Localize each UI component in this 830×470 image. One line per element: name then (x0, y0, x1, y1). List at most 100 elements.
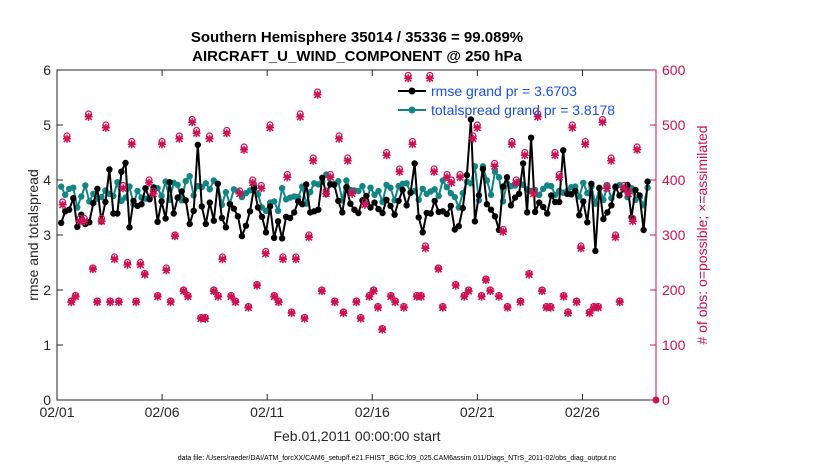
obs-assimilated-marker (520, 151, 529, 160)
totalspread-point (270, 198, 278, 205)
rmse-point (491, 213, 499, 220)
obs-assimilated-marker (568, 123, 577, 132)
rmse-point (519, 160, 527, 167)
totalspread-point (576, 193, 583, 200)
obs-assimilated-marker (205, 134, 214, 143)
rmse-point (106, 166, 113, 173)
rmse-point (588, 180, 595, 187)
totalspread-point (572, 183, 579, 190)
obs-assimilated-marker (153, 292, 162, 301)
rmse-point (431, 197, 438, 205)
obs-assimilated-marker (304, 233, 313, 242)
obs-assimilated-marker (270, 292, 279, 301)
totalspread-point (375, 187, 382, 195)
obs-assimilated-marker (330, 298, 339, 307)
totalspread-point (158, 192, 165, 200)
obs-assimilated-marker (296, 112, 305, 121)
obs-assimilated-marker (430, 167, 439, 176)
obs-assimilated-marker (585, 309, 594, 318)
obs-assimilated-marker (158, 140, 167, 149)
rmse-point (331, 181, 338, 189)
x-tick-label: 02/26 (565, 404, 600, 420)
totalspread-point (186, 173, 193, 180)
obs-assimilated-marker (434, 265, 443, 274)
totalspread-point (114, 179, 121, 186)
rmse-point (142, 185, 149, 192)
rmse-point (198, 203, 205, 210)
obs-assimilated-marker (460, 292, 469, 301)
rmse-point (560, 147, 567, 154)
rmse-point (556, 198, 563, 206)
totalspread-point (495, 174, 503, 181)
footer-data-file: data file: /Users/raeder/DAI/ATM_forcXX/… (178, 455, 617, 462)
totalspread-point (367, 184, 374, 191)
rmse-point (596, 185, 603, 192)
obs-assimilated-marker (67, 298, 76, 307)
rmse-point (411, 160, 418, 167)
y-left-tick-label: 0 (43, 392, 51, 408)
rmse-point (395, 197, 402, 205)
totalspread-point (403, 180, 410, 187)
obs-assimilated-marker (477, 292, 486, 301)
rmse-point (118, 168, 125, 175)
chart-title-line1: Southern Hemisphere 35014 / 35336 = 99.0… (191, 29, 523, 46)
rmse-point (531, 208, 539, 216)
obs-assimilated-marker (516, 298, 525, 307)
obs-assimilated-marker (244, 303, 253, 312)
rmse-point (467, 116, 475, 123)
obs-assimilated-marker (382, 151, 391, 160)
obs-assimilated-marker (149, 189, 158, 198)
y-left-tick-label: 3 (43, 227, 51, 243)
rmse-point (604, 209, 611, 216)
totalspread-point (307, 188, 314, 196)
obs-assimilated-marker (93, 298, 102, 307)
x-tick-label: 02/21 (460, 404, 495, 420)
obs-assimilated-marker (425, 74, 434, 83)
totalspread-point (82, 182, 89, 189)
obs-assimilated-marker (546, 303, 555, 312)
totalspread-point (419, 185, 426, 192)
obs-assimilated-marker (576, 244, 585, 253)
obs-assimilated-marker (464, 287, 473, 296)
obs-assimilated-marker (378, 325, 387, 334)
obs-assimilated-marker (261, 249, 270, 258)
rmse-point (210, 217, 217, 224)
obs-assimilated-marker (408, 140, 417, 149)
rmse-point (242, 222, 250, 229)
obs-assimilated-marker (443, 173, 452, 182)
obs-assimilated-marker (335, 134, 344, 143)
totalspread-point (335, 177, 342, 185)
rmse-point (291, 209, 298, 216)
obs-assimilated-marker (529, 189, 538, 198)
totalspread-point (174, 181, 181, 189)
legend-rmse-marker (408, 87, 416, 95)
obs-assimilated-marker (287, 309, 296, 318)
totalspread-point (278, 185, 286, 192)
obs-assimilated-marker (322, 189, 331, 198)
obs-assimilated-marker (421, 244, 430, 253)
obs-assimilated-marker (494, 292, 503, 301)
obs-assimilated-marker (309, 156, 318, 165)
obs-assimilated-marker (404, 74, 413, 83)
rmse-point (162, 215, 169, 222)
totalspread-point (580, 179, 587, 186)
rmse-point (347, 200, 354, 207)
rmse-point (387, 202, 394, 210)
rmse-point (254, 204, 262, 211)
rmse-point (166, 179, 173, 186)
obs-assimilated-marker (145, 178, 154, 187)
obs-assimilated-marker (84, 112, 93, 121)
totalspread-point (78, 193, 85, 200)
rmse-point (339, 209, 346, 216)
obs-assimilated-marker (615, 298, 624, 307)
rmse-point (126, 224, 133, 231)
rmse-point (190, 207, 197, 214)
obs-assimilated-marker (317, 287, 326, 296)
obs-assimilated-marker (227, 292, 236, 301)
x-tick-label: 02/06 (145, 404, 180, 420)
obs-assimilated-marker (291, 255, 300, 264)
obs-assimilated-marker (106, 298, 115, 307)
rmse-point (178, 188, 185, 195)
obs-assimilated-marker (391, 298, 400, 307)
totalspread-point (61, 191, 69, 198)
